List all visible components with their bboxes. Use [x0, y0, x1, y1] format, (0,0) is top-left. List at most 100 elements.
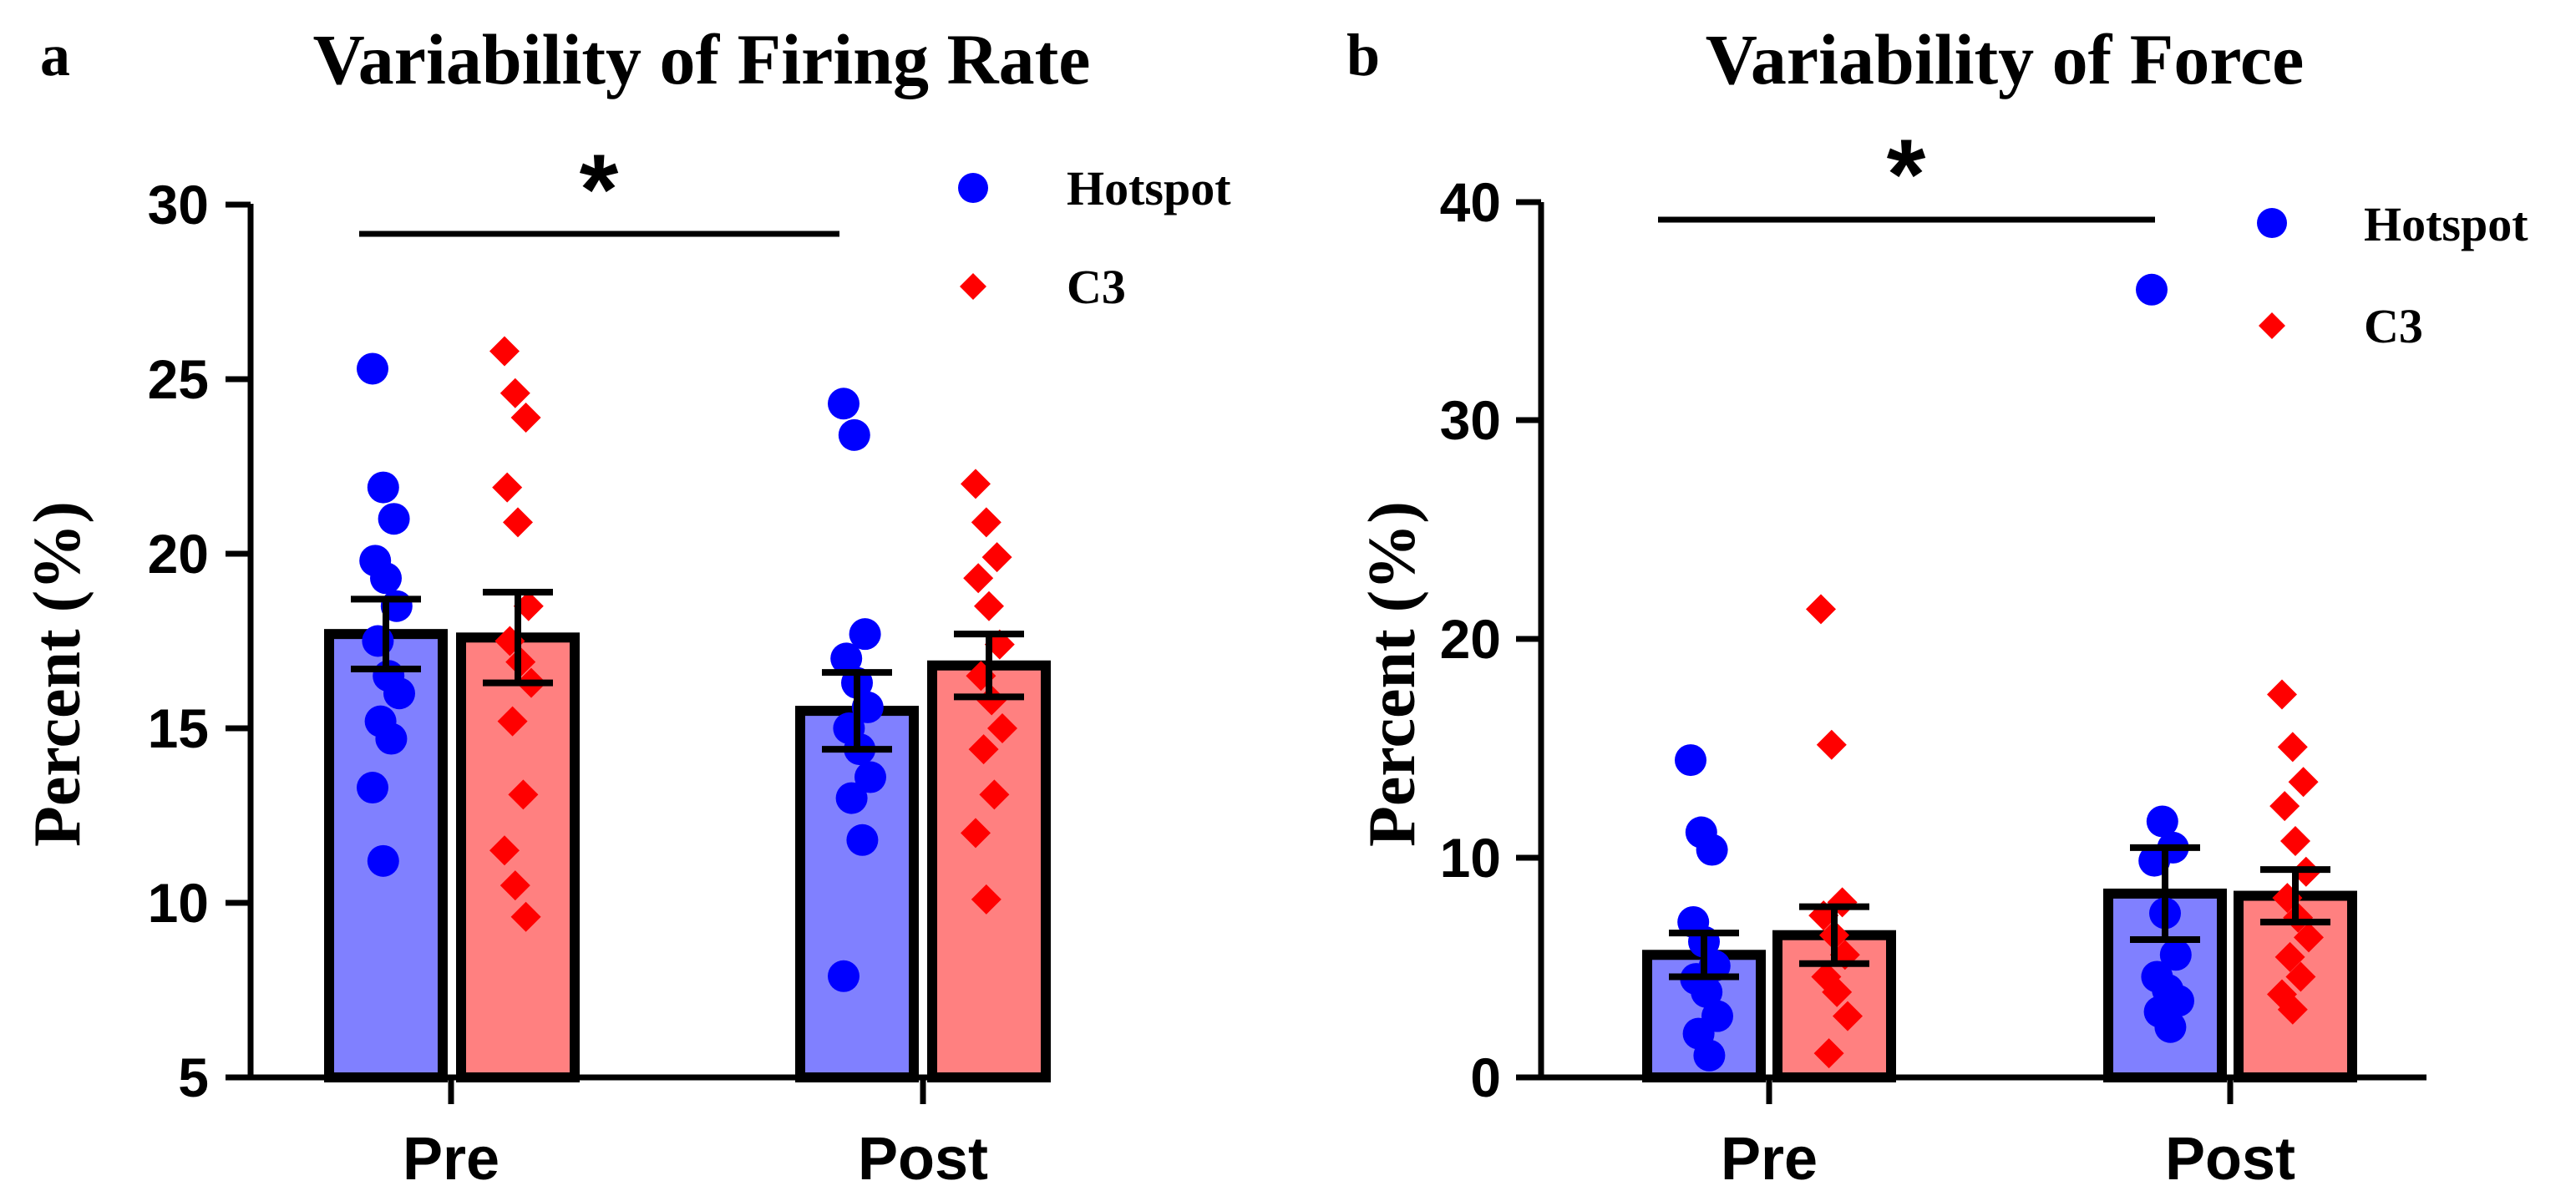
panel-b-xtick-label-pre: Pre — [1721, 1126, 1818, 1193]
panel-b-point-post-c3 — [2267, 679, 2297, 710]
panel-a-point-post-hotspot — [828, 960, 860, 992]
panel-b-significance: * — [1658, 119, 2155, 231]
panel-b-ytick-label: 10 — [1440, 827, 1501, 889]
panel-a-point-pre-hotspot — [357, 772, 388, 804]
panel-b-point-post-c3 — [2274, 941, 2305, 972]
panel-b-point-pre-hotspot — [1696, 834, 1728, 866]
panel-a-point-pre-c3 — [508, 779, 539, 810]
panel-a-point-post-c3 — [963, 563, 994, 594]
panel-a-point-pre-c3 — [492, 472, 523, 503]
panel-a-xtick-label-post: Post — [858, 1126, 988, 1193]
panel-a-point-post-c3 — [987, 713, 1017, 743]
panel-b-xticks: Pre Post — [1721, 1077, 2295, 1193]
panel-a-point-post-c3 — [968, 734, 999, 765]
panel-b-point-post-hotspot — [2146, 805, 2178, 838]
panel-a-point-pre-c3 — [499, 378, 530, 408]
panel-a-point-pre-c3 — [497, 706, 528, 737]
panel-b-point-pre-c3 — [1816, 729, 1847, 760]
panel-a-point-post-c3 — [981, 542, 1012, 573]
panel-a-point-pre-c3 — [510, 402, 541, 433]
panel-b-point-post-c3 — [2269, 791, 2300, 822]
panel-a-ytick-label: 5 — [178, 1046, 209, 1108]
panel-a-xticks: Pre Post — [403, 1077, 988, 1193]
panel-a-significance-star: * — [580, 134, 619, 246]
panel-a-letter: a — [40, 22, 70, 89]
panel-a-point-post-hotspot — [828, 388, 860, 420]
panel-a-point-post-c3 — [971, 507, 1001, 538]
panel-a: a Variability of Firing Rate Percent (%)… — [21, 19, 1231, 1193]
panel-a-legend: Hotspot C3 — [958, 161, 1231, 314]
panel-b-legend: Hotspot C3 — [2257, 197, 2528, 353]
panel-a-point-pre-hotspot — [383, 677, 415, 710]
panel-a-point-pre-c3 — [503, 507, 533, 538]
panel-b-point-pre-c3 — [1822, 976, 1853, 1007]
panel-a-ytick-label: 15 — [148, 697, 209, 759]
panel-a-point-post-c3 — [961, 469, 991, 499]
panel-a-legend-marker-hotspot — [958, 173, 988, 203]
panel-b-ytick-label: 0 — [1470, 1046, 1501, 1108]
panel-b-point-post-c3 — [2294, 922, 2324, 953]
panel-a-point-pre-hotspot — [378, 503, 410, 535]
panel-b-xtick-label-post: Post — [2165, 1126, 2295, 1193]
panel-a-point-post-c3 — [976, 685, 1007, 716]
panel-a-point-post-c3 — [961, 818, 991, 849]
panel-b-ylabel: Percent (%) — [1356, 501, 1429, 847]
panel-b-point-pre-c3 — [1813, 1038, 1844, 1069]
panel-a-ytick-label: 30 — [148, 174, 209, 236]
panel-a-title: Variability of Firing Rate — [313, 19, 1091, 99]
panel-b-ytick-label: 30 — [1440, 389, 1501, 451]
panel-b-points — [1675, 273, 2324, 1072]
panel-b-legend-marker-hotspot — [2257, 208, 2287, 238]
panel-a-significance: * — [359, 134, 839, 246]
panel-b-point-post-c3 — [2277, 732, 2308, 763]
panel-b-point-post-hotspot — [2159, 939, 2192, 971]
panel-a-point-post-c3 — [979, 779, 1010, 810]
panel-a-point-post-hotspot — [838, 418, 870, 451]
panel-a-point-post-c3 — [971, 884, 1001, 915]
panel-a-point-post-hotspot — [849, 618, 881, 651]
panel-b-point-pre-c3 — [1833, 1001, 1863, 1031]
panel-b-error-bars — [1669, 844, 2330, 981]
panel-b-point-pre-hotspot — [1691, 976, 1723, 1008]
panel-b-yticks: 0 10 20 30 40 — [1440, 171, 1541, 1108]
panel-a-bar-post-hotspot — [795, 706, 919, 1082]
panel-b-legend-marker-c3 — [2259, 312, 2285, 339]
panel-b-legend-label-c3: C3 — [2364, 299, 2423, 353]
panel-a-point-pre-hotspot — [357, 352, 388, 385]
panel-b-point-pre-c3 — [1806, 594, 1836, 625]
panel-b-bars — [1642, 888, 2357, 1083]
panel-a-point-post-hotspot — [846, 824, 879, 856]
panel-a-legend-label-c3: C3 — [1067, 260, 1126, 314]
panel-a-legend-marker-c3 — [960, 273, 986, 300]
panel-a-point-pre-c3 — [489, 336, 520, 367]
panel-a-xtick-label-pre: Pre — [403, 1126, 499, 1193]
panel-a-ytick-label: 20 — [148, 523, 209, 585]
panel-b-ytick-label: 40 — [1440, 171, 1501, 233]
panel-a-point-post-hotspot — [835, 782, 868, 814]
panel-a-yticks: 5 10 15 20 25 30 — [148, 174, 251, 1108]
panel-b-point-post-c3 — [2277, 994, 2308, 1025]
panel-a-ytick-label: 25 — [148, 348, 209, 410]
panel-a-point-pre-c3 — [489, 835, 520, 866]
panel-b-ytick-label: 20 — [1440, 608, 1501, 670]
panel-a-error-bars — [351, 588, 1024, 753]
panel-a-ytick-label: 10 — [148, 872, 209, 934]
panel-a-point-pre-hotspot — [375, 722, 408, 755]
panel-b-point-post-c3 — [2288, 767, 2319, 798]
panel-b-significance-star: * — [1887, 119, 1926, 231]
panel-a-point-post-c3 — [974, 590, 1004, 621]
panel-b-point-post-hotspot — [2154, 1011, 2187, 1043]
panel-a-point-pre-hotspot — [367, 471, 399, 504]
panel-a-bars — [324, 629, 1051, 1082]
panel-a-point-post-hotspot — [830, 642, 863, 675]
panel-b-title: Variability of Force — [1706, 19, 2305, 99]
panel-b-point-post-c3 — [2285, 961, 2316, 992]
panel-a-legend-label-hotspot: Hotspot — [1067, 161, 1231, 215]
panel-b-legend-label-hotspot: Hotspot — [2364, 197, 2528, 251]
panel-b-point-pre-hotspot — [1693, 1039, 1726, 1072]
panel-a-point-pre-c3 — [510, 901, 541, 932]
panel-a-point-pre-hotspot — [370, 562, 402, 595]
panel-a-point-pre-c3 — [499, 870, 530, 901]
panel-a-point-post-hotspot — [854, 761, 886, 793]
